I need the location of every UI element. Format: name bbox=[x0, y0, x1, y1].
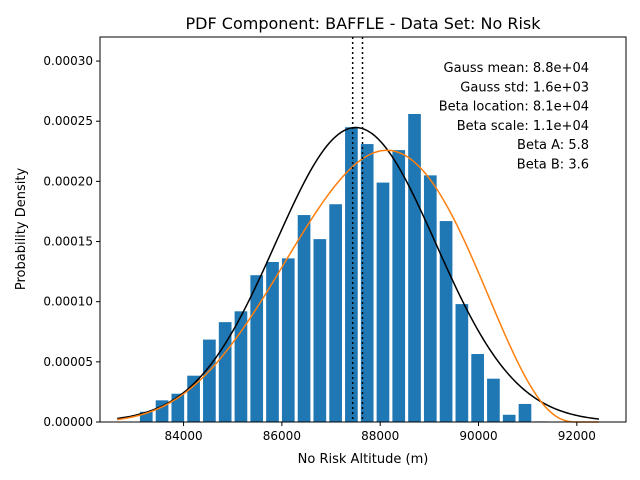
y-axis: 0.00000 0.00005 0.00010 0.00015 0.00020 0.000… bbox=[43, 54, 100, 429]
y-tick-label: 0.00020 bbox=[43, 174, 93, 188]
annotation-line: Beta scale: 1.1e+04 bbox=[457, 119, 589, 134]
bar bbox=[345, 127, 358, 422]
x-tick-label: 88000 bbox=[361, 429, 399, 443]
bar bbox=[329, 204, 342, 422]
x-tick-label: 92000 bbox=[558, 429, 596, 443]
bar bbox=[392, 150, 406, 422]
x-tick-label: 86000 bbox=[263, 429, 301, 443]
y-tick-label: 0.00005 bbox=[43, 355, 93, 369]
axes-frame bbox=[99, 36, 627, 423]
y-tick-label: 0.00010 bbox=[43, 295, 93, 309]
gauss-curve bbox=[117, 126, 600, 420]
y-tick-label: 0.00030 bbox=[43, 54, 93, 68]
bar bbox=[171, 393, 185, 422]
bar bbox=[297, 215, 311, 422]
bar bbox=[487, 378, 500, 422]
annotation-line: Gauss mean: 8.8e+04 bbox=[444, 61, 589, 76]
plot-area bbox=[117, 37, 600, 423]
bar bbox=[471, 354, 484, 422]
x-tick-label: 90000 bbox=[459, 429, 497, 443]
chart-title: PDF Component: BAFFLE - Data Set: No Ris… bbox=[186, 14, 542, 33]
bar bbox=[313, 239, 327, 422]
bar bbox=[266, 261, 279, 422]
bar bbox=[423, 175, 437, 422]
annotation-line: Beta B: 3.6 bbox=[517, 158, 589, 173]
bar bbox=[376, 182, 390, 422]
annotation-line: Beta location: 8.1e+04 bbox=[439, 100, 589, 115]
x-axis-label: No Risk Altitude (m) bbox=[298, 452, 429, 467]
y-tick-label: 0.00015 bbox=[43, 235, 93, 249]
x-axis: 84000 86000 88000 90000 92000 bbox=[164, 422, 596, 443]
bar bbox=[360, 144, 374, 422]
y-tick-label: 0.00025 bbox=[43, 114, 93, 128]
annotation-line: Beta A: 5.8 bbox=[517, 138, 589, 153]
bar bbox=[139, 411, 153, 422]
bar bbox=[408, 114, 421, 422]
x-tick-label: 84000 bbox=[164, 429, 202, 443]
bar bbox=[203, 339, 216, 422]
bar bbox=[234, 311, 248, 422]
bar bbox=[218, 322, 232, 422]
bar bbox=[502, 414, 516, 422]
annotation-line: Gauss std: 1.6e+03 bbox=[460, 80, 589, 95]
bar bbox=[455, 304, 469, 422]
beta-curve bbox=[117, 149, 599, 423]
bar bbox=[439, 221, 453, 422]
bar bbox=[281, 258, 295, 422]
stats-annotations: Gauss mean: 8.8e+04 Gauss std: 1.6e+03 Bet… bbox=[439, 61, 589, 173]
y-axis-label: Probability Density bbox=[14, 168, 29, 291]
bar bbox=[250, 275, 264, 422]
y-tick-label: 0.00000 bbox=[43, 415, 93, 429]
bar bbox=[518, 403, 532, 422]
